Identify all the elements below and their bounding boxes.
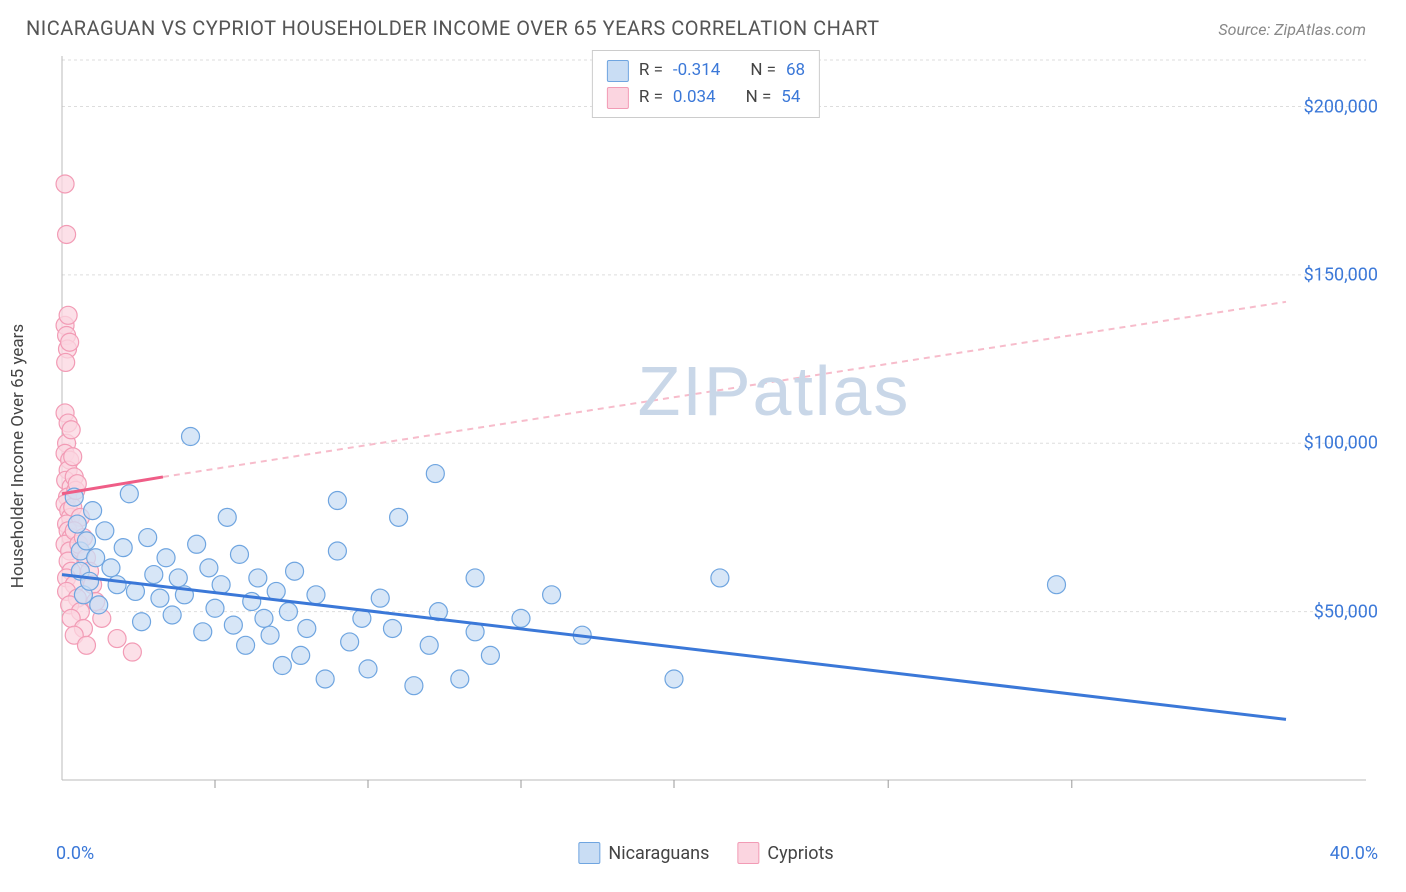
nicaraguans-point	[341, 633, 359, 651]
legend-r-value: -0.314	[673, 57, 720, 84]
nicaraguans-point	[84, 502, 102, 520]
cypriots-point	[56, 175, 74, 193]
chart-area: Householder Income Over 65 years ZIPatla…	[26, 50, 1386, 862]
cypriots-point	[58, 225, 76, 243]
nicaraguans-point	[1048, 576, 1066, 594]
series-legend-nicaraguans: Nicaraguans	[578, 842, 709, 864]
series-legend-label: Nicaraguans	[608, 843, 709, 864]
nicaraguans-point	[139, 529, 157, 547]
nicaraguans-point	[543, 586, 561, 604]
nicaraguans-point	[230, 545, 248, 563]
scatter-chart	[26, 50, 1386, 830]
nicaraguans-point	[466, 569, 484, 587]
nicaraguans-point	[298, 619, 316, 637]
legend-swatch	[737, 842, 759, 864]
legend-n-value: 68	[786, 57, 805, 84]
nicaraguans-point	[665, 670, 683, 688]
nicaraguans-point	[102, 559, 120, 577]
series-legend-label: Cypriots	[767, 843, 833, 864]
source-attribution: Source: ZipAtlas.com	[1218, 20, 1366, 39]
nicaraguans-point	[120, 485, 138, 503]
nicaraguans-point	[420, 636, 438, 654]
nicaraguans-point	[255, 609, 273, 627]
nicaraguans-point	[188, 535, 206, 553]
nicaraguans-point	[359, 660, 377, 678]
nicaraguans-point	[279, 603, 297, 621]
nicaraguans-point	[261, 626, 279, 644]
cypriots-point	[108, 630, 126, 648]
nicaraguans-point	[68, 515, 86, 533]
nicaraguans-point	[182, 428, 200, 446]
nicaraguans-point	[151, 589, 169, 607]
trend-line-dashed	[163, 302, 1286, 477]
nicaraguans-point	[96, 522, 114, 540]
legend-r-label: R =	[639, 84, 663, 111]
y-tick-label: $50,000	[1314, 601, 1378, 622]
nicaraguans-point	[711, 569, 729, 587]
series-legend-cypriots: Cypriots	[737, 842, 833, 864]
nicaraguans-point	[145, 566, 163, 584]
y-tick-label: $150,000	[1304, 264, 1378, 285]
nicaraguans-point	[237, 636, 255, 654]
nicaraguans-point	[371, 589, 389, 607]
legend-n-label: N =	[746, 84, 772, 111]
legend-swatch	[607, 87, 629, 109]
nicaraguans-point	[481, 646, 499, 664]
nicaraguans-point	[286, 562, 304, 580]
nicaraguans-point	[77, 532, 95, 550]
nicaraguans-point	[218, 508, 236, 526]
legend-row-nicaraguans: R = -0.314 N = 68	[607, 57, 805, 84]
chart-title: NICARAGUAN VS CYPRIOT HOUSEHOLDER INCOME…	[26, 16, 880, 40]
y-tick-label: $200,000	[1304, 96, 1378, 117]
nicaraguans-point	[169, 569, 187, 587]
nicaraguans-point	[328, 492, 346, 510]
nicaraguans-point	[249, 569, 267, 587]
nicaraguans-point	[307, 586, 325, 604]
nicaraguans-point	[87, 549, 105, 567]
legend-n-label: N =	[750, 57, 776, 84]
correlation-legend: R =-0.314N =68R =0.034N =54	[592, 50, 820, 118]
legend-swatch	[607, 60, 629, 82]
nicaraguans-point	[512, 609, 530, 627]
cypriots-point	[61, 333, 79, 351]
series-legend: Nicaraguans Cypriots	[578, 842, 833, 864]
nicaraguans-point	[163, 606, 181, 624]
cypriots-point	[57, 353, 75, 371]
legend-row-cypriots: R = 0.034 N = 54	[607, 84, 805, 111]
nicaraguans-point	[426, 465, 444, 483]
y-tick-label: $100,000	[1304, 433, 1378, 454]
cypriots-point	[64, 448, 82, 466]
nicaraguans-point	[328, 542, 346, 560]
y-axis-label: Householder Income Over 65 years	[8, 324, 28, 588]
nicaraguans-point	[390, 508, 408, 526]
nicaraguans-point	[292, 646, 310, 664]
nicaraguans-point	[194, 623, 212, 641]
legend-r-value: 0.034	[673, 84, 716, 111]
nicaraguans-point	[90, 596, 108, 614]
nicaraguans-point	[451, 670, 469, 688]
x-axis-min-label: 0.0%	[56, 843, 94, 864]
nicaraguans-point	[405, 677, 423, 695]
legend-n-value: 54	[781, 84, 800, 111]
nicaraguans-point	[200, 559, 218, 577]
nicaraguans-point	[224, 616, 242, 634]
cypriots-point	[77, 636, 95, 654]
legend-swatch	[578, 842, 600, 864]
nicaraguans-point	[316, 670, 334, 688]
legend-r-label: R =	[639, 57, 663, 84]
cypriots-point	[59, 306, 77, 324]
nicaraguans-point	[273, 657, 291, 675]
x-axis-max-label: 40.0%	[1330, 843, 1378, 864]
nicaraguans-point	[108, 576, 126, 594]
cypriots-point	[62, 421, 80, 439]
nicaraguans-point	[383, 619, 401, 637]
nicaraguans-point	[114, 539, 132, 557]
nicaraguans-point	[206, 599, 224, 617]
cypriots-point	[123, 643, 141, 661]
nicaraguans-point	[212, 576, 230, 594]
nicaraguans-point	[133, 613, 151, 631]
nicaraguans-point	[81, 572, 99, 590]
nicaraguans-point	[157, 549, 175, 567]
